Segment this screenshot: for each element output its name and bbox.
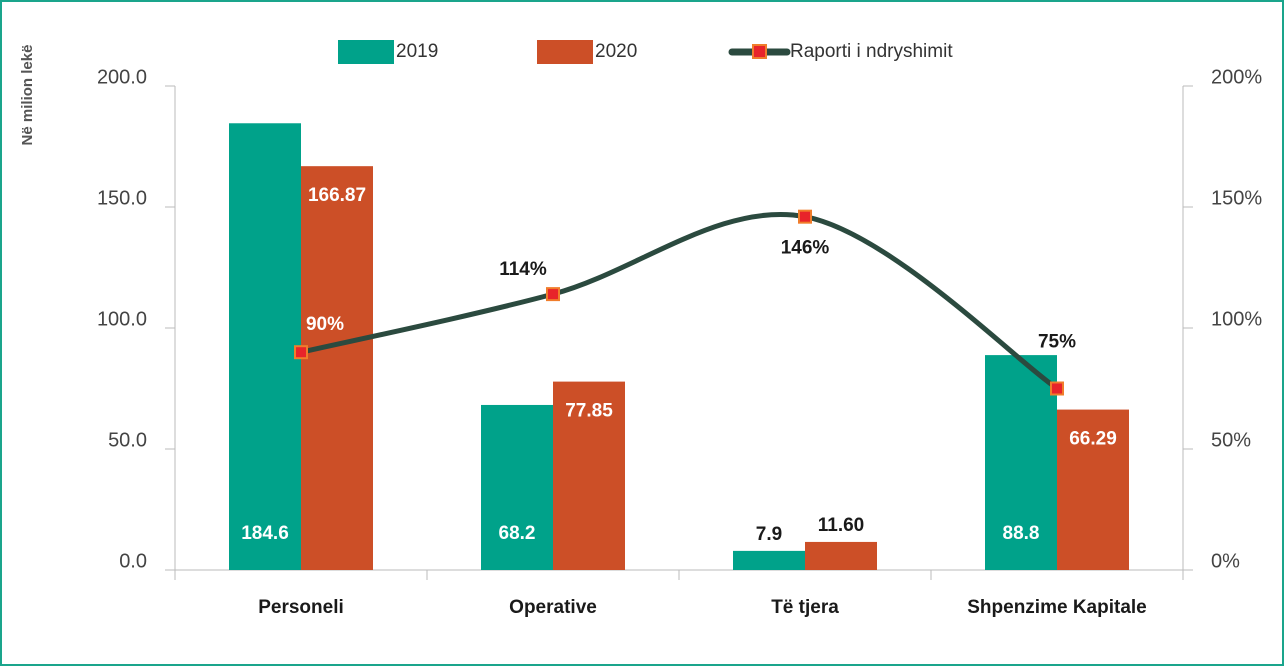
data-label: 166.87: [308, 185, 366, 206]
bar: [553, 381, 625, 570]
x-tick-label: Të tjera: [771, 597, 839, 618]
legend-swatch: [537, 40, 593, 64]
y-tick-label: 200.0: [97, 66, 147, 88]
bar: [733, 550, 805, 570]
y-tick-label: 150.0: [97, 187, 147, 209]
data-label: 11.60: [818, 515, 865, 536]
y2-tick-label: 0%: [1211, 550, 1240, 572]
y2-tick-label: 50%: [1211, 429, 1251, 451]
data-label: 68.2: [499, 523, 536, 544]
y-tick-label: 50.0: [108, 429, 147, 451]
bar: [1057, 409, 1129, 570]
bar: [229, 123, 301, 570]
legend-label: Raporti i ndryshimit: [790, 41, 953, 62]
x-tick-label: Operative: [509, 597, 597, 618]
y2-tick-label: 100%: [1211, 308, 1262, 330]
legend-marker: [752, 44, 767, 59]
y2-tick-label: 150%: [1211, 187, 1262, 209]
marker: [1050, 381, 1064, 396]
x-tick-label: Personeli: [258, 597, 344, 618]
marker: [294, 345, 308, 360]
y2-tick-label: 200%: [1211, 66, 1262, 88]
data-label: 146%: [781, 238, 830, 259]
line: [300, 211, 1059, 391]
legend-swatch: [338, 40, 394, 64]
data-label: 75%: [1038, 332, 1076, 353]
legend-label: 2020: [595, 41, 637, 62]
data-label: 88.8: [1003, 523, 1040, 544]
marker: [798, 209, 812, 224]
bar: [481, 404, 553, 570]
data-label: 184.6: [241, 523, 289, 544]
data-label: 66.29: [1069, 429, 1117, 450]
bar: [301, 166, 373, 570]
data-label: 90%: [306, 314, 344, 335]
y-axis-label: Në milion lekë: [19, 45, 36, 146]
data-label: 114%: [499, 259, 547, 280]
y-tick-label: 100.0: [97, 308, 147, 330]
legend-label: 2019: [396, 41, 438, 62]
bar: [805, 541, 877, 570]
marker: [546, 287, 560, 302]
bar: [985, 355, 1057, 570]
y-tick-label: 0.0: [119, 550, 147, 572]
data-label: 7.9: [756, 524, 782, 545]
x-tick-label: Shpenzime Kapitale: [967, 597, 1147, 618]
data-label: 77.85: [565, 401, 613, 422]
